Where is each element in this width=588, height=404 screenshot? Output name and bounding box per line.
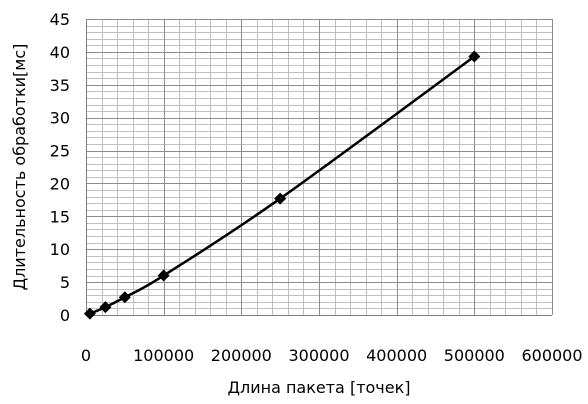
y-tick-label: 20 bbox=[50, 174, 70, 193]
y-tick-label: 45 bbox=[50, 10, 70, 29]
y-tick-label: 0 bbox=[60, 306, 70, 325]
y-tick-label: 10 bbox=[50, 240, 70, 259]
x-tick-label: 600000 bbox=[521, 346, 582, 365]
y-tick-label: 5 bbox=[60, 273, 70, 292]
y-tick-label: 35 bbox=[50, 76, 70, 95]
x-tick-labels: 0 100000 200000 300000 400000 500000 600000 bbox=[81, 346, 583, 365]
y-tick-label: 30 bbox=[50, 109, 70, 128]
x-tick-label: 100000 bbox=[133, 346, 194, 365]
x-tick-label: 300000 bbox=[288, 346, 349, 365]
y-tick-label: 15 bbox=[50, 207, 70, 226]
grid bbox=[86, 19, 553, 316]
series-line bbox=[89, 55, 476, 315]
x-tick-label: 0 bbox=[81, 346, 91, 365]
data-point-marker bbox=[83, 307, 96, 320]
x-tick-label: 500000 bbox=[444, 346, 505, 365]
series bbox=[83, 50, 481, 320]
data-point-marker bbox=[157, 269, 170, 282]
data-point-marker bbox=[118, 291, 131, 304]
y-tick-labels: 0 5 10 15 20 25 30 35 40 45 bbox=[50, 10, 70, 325]
data-point-marker bbox=[468, 50, 481, 63]
x-tick-label: 200000 bbox=[211, 346, 272, 365]
x-tick-label: 400000 bbox=[366, 346, 427, 365]
y-tick-label: 25 bbox=[50, 142, 70, 161]
data-point-marker bbox=[274, 192, 287, 205]
y-tick-label: 40 bbox=[50, 43, 70, 62]
data-point-marker bbox=[99, 301, 112, 314]
x-axis-title: Длина пакета [точек] bbox=[227, 378, 410, 397]
y-axis-title: Длительность обработки[мс] bbox=[10, 44, 29, 291]
